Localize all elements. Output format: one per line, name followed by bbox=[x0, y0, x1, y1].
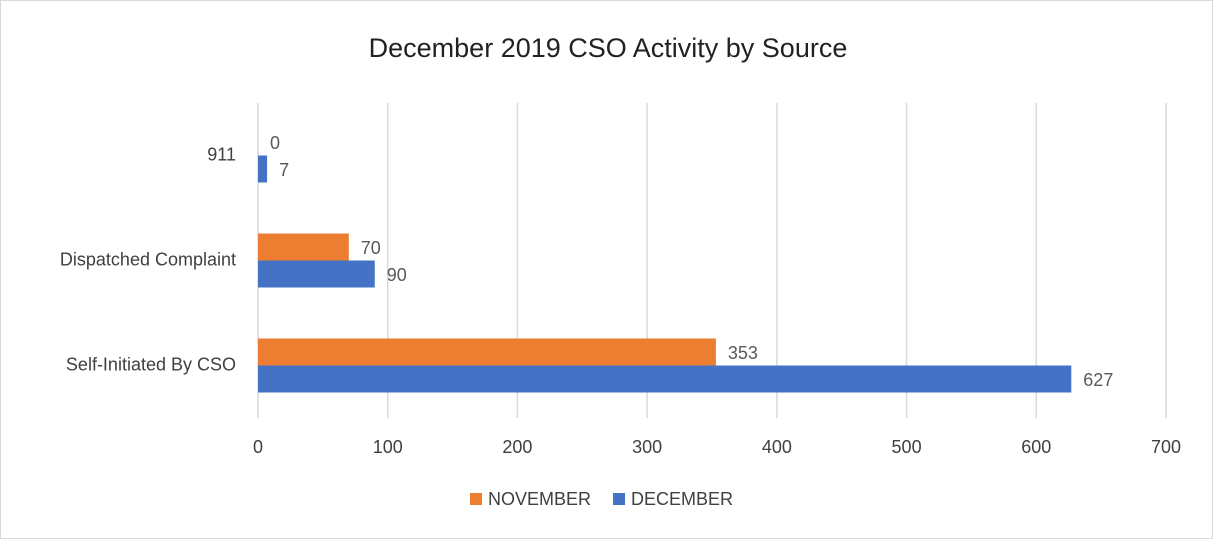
x-tick-label: 100 bbox=[373, 437, 403, 457]
value-label: 70 bbox=[361, 238, 381, 258]
legend-label: DECEMBER bbox=[631, 489, 733, 509]
y-tick-label: Dispatched Complaint bbox=[60, 249, 236, 269]
value-label: 0 bbox=[270, 133, 280, 153]
bar bbox=[258, 233, 349, 261]
x-tick-label: 400 bbox=[762, 437, 792, 457]
bar bbox=[258, 155, 268, 183]
value-label: 353 bbox=[728, 343, 758, 363]
legend-label: NOVEMBER bbox=[488, 489, 591, 509]
x-tick-label: 500 bbox=[892, 437, 922, 457]
x-tick-label: 0 bbox=[253, 437, 263, 457]
value-label: 627 bbox=[1083, 370, 1113, 390]
y-tick-label: Self-Initiated By CSO bbox=[66, 354, 236, 374]
x-tick-label: 200 bbox=[502, 437, 532, 457]
x-tick-label: 700 bbox=[1151, 437, 1181, 457]
x-tick-label: 600 bbox=[1021, 437, 1051, 457]
x-tick-label: 300 bbox=[632, 437, 662, 457]
bar bbox=[258, 260, 375, 288]
value-label: 7 bbox=[279, 160, 289, 180]
bar bbox=[258, 365, 1072, 393]
legend-swatch bbox=[470, 493, 482, 505]
chart-title: December 2019 CSO Activity by Source bbox=[369, 33, 848, 63]
value-label: 90 bbox=[387, 265, 407, 285]
bar bbox=[258, 338, 716, 366]
y-tick-label: 911 bbox=[207, 144, 236, 164]
legend-swatch bbox=[613, 493, 626, 505]
